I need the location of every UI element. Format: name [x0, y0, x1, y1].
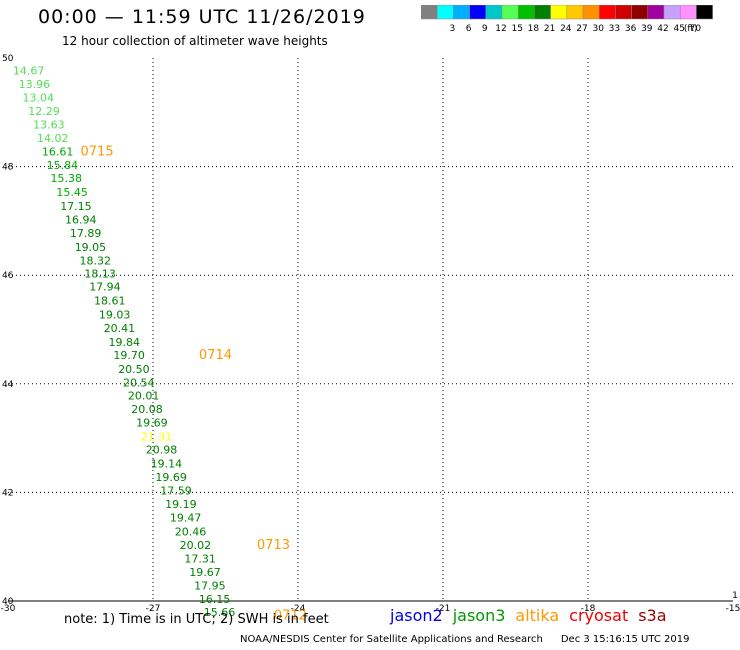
swh-value-label: 18.13: [84, 267, 116, 280]
swh-value-label: 13.04: [23, 91, 55, 104]
swh-value-label: 20.54: [123, 377, 154, 390]
colorbar-tick-label: 6: [466, 24, 472, 34]
swh-value-label: 19.14: [151, 457, 183, 470]
colorbar-tick-label: 21: [544, 24, 555, 34]
longitude-tick-label: -24: [291, 604, 306, 614]
swh-value-label: 20.41: [104, 322, 136, 335]
swh-value-label: 19.69: [155, 471, 187, 484]
longitude-tick-label: -30: [1, 604, 16, 614]
longitude-tick-label: -15: [726, 604, 740, 614]
credit-line: NOAA/NESDIS Center for Satellite Applica…: [240, 634, 689, 645]
legend-item-altika: altika: [515, 606, 560, 625]
swh-value-label: 20.02: [180, 539, 212, 552]
swh-value-label: 20.01: [128, 390, 160, 403]
swh-value-label: 16.15: [199, 593, 231, 606]
swh-value-label: 14.67: [13, 64, 45, 77]
colorbar-tick-label: 70: [690, 24, 702, 34]
colorbar-tick-label: 36: [625, 24, 637, 34]
colorbar-tick-label: 42: [657, 24, 668, 34]
legend-item-jason2: jason2: [390, 606, 443, 625]
time-marker-label: 0712: [274, 608, 307, 623]
wave-height-colorbar: 3 6 9 12 15 18 21 24 27 30 33 36 39 42 45 70(ft): [421, 5, 713, 34]
colorbar-unit: (ft): [684, 24, 698, 34]
swh-value-label: 20.46: [175, 525, 207, 538]
swh-value-label: 18.61: [94, 295, 126, 308]
colorbar-tick-label: 45: [673, 24, 684, 34]
colorbar-tick-label: 24: [560, 24, 572, 34]
swh-value-label: 17.89: [70, 227, 102, 240]
swh-value-label: 17.31: [184, 552, 216, 565]
swh-value-label: 17.94: [89, 280, 121, 293]
swh-value-label: 19.69: [136, 417, 168, 430]
longitude-tick-label: -27: [146, 604, 161, 614]
colorbar-tick-label: 30: [592, 24, 604, 34]
latitude-tick-label: 48: [2, 163, 14, 173]
swh-value-label: 16.61: [42, 146, 73, 159]
legend-item-jason3: jason3: [452, 606, 506, 625]
latitude-tick-label: 40: [2, 597, 14, 607]
swh-value-label: 13.63: [33, 119, 64, 132]
time-marker-label: 0714: [199, 348, 232, 363]
satellite-legend: jason2 jason3 altika cryosat s3a: [390, 606, 677, 625]
colorbar-tick-label: 12: [495, 24, 506, 34]
latitude-tick-label: 42: [2, 488, 13, 498]
swh-value-label: 15.38: [51, 172, 83, 185]
swh-value-label: 15.84: [47, 159, 79, 172]
footer-note: note: 1) Time is in UTC; 2) SWH is in fe…: [64, 612, 329, 627]
swh-value-label: 19.67: [189, 566, 221, 579]
time-marker-label: 0713: [257, 538, 290, 553]
swh-value-label: 19.03: [99, 309, 131, 322]
swh-value-label: 13.96: [19, 78, 50, 91]
latitude-tick-label: 50: [2, 54, 14, 64]
latitude-tick-label: 44: [2, 380, 14, 390]
colorbar-tick-label: 18: [528, 24, 540, 34]
longitude-tick-label: -21: [436, 604, 451, 614]
swh-value-label: 14.02: [37, 132, 69, 145]
swh-value-label: 20.98: [146, 443, 178, 456]
swh-value-label: 20.08: [131, 403, 163, 416]
swh-value-label: 17.59: [160, 485, 192, 498]
legend-item-s3a: s3a: [638, 606, 667, 625]
swh-value-label: 19.84: [109, 336, 140, 349]
swh-value-label: 21.31: [141, 430, 173, 443]
swh-value-label: 12.29: [28, 105, 60, 118]
colorbar-tick-label: 27: [576, 24, 587, 34]
map-subtitle: 12 hour collection of altimeter wave hei…: [62, 34, 328, 48]
swh-value-label: 19.70: [113, 349, 145, 362]
colorbar-tick-label: 3: [450, 24, 456, 34]
credit-text: NOAA/NESDIS Center for Satellite Applica…: [240, 634, 543, 645]
latitude-tick-label: 46: [2, 271, 14, 281]
colorbar-tick-label: 33: [609, 24, 620, 34]
swh-value-label: 18.32: [80, 254, 112, 267]
corner-tick-label: 1: [732, 591, 738, 601]
swh-value-label: 19.19: [165, 498, 197, 511]
time-marker-label: 0715: [81, 145, 114, 160]
colorbar-swatch: [696, 5, 713, 20]
colorbar-tick-label: 39: [641, 24, 653, 34]
generated-timestamp: Dec 3 15:16:15 UTC 2019: [560, 634, 690, 645]
swh-value-label: 19.47: [170, 512, 202, 525]
swh-value-label: 16.94: [65, 214, 97, 227]
colorbar-tick-label: 15: [511, 24, 522, 34]
swh-value-label: 17.15: [60, 200, 91, 213]
swh-value-label: 20.50: [118, 363, 150, 376]
swh-value-label: 15.66: [204, 606, 236, 619]
legend-item-cryosat: cryosat: [569, 606, 629, 625]
swh-value-label: 19.05: [75, 241, 107, 254]
swh-value-label: 17.95: [194, 580, 226, 593]
longitude-tick-label: -18: [581, 604, 596, 614]
map-title: 00:00 — 11:59 UTC 11/26/2019: [38, 6, 366, 28]
swh-value-label: 15.45: [56, 186, 87, 199]
colorbar-tick-label: 9: [482, 24, 488, 34]
